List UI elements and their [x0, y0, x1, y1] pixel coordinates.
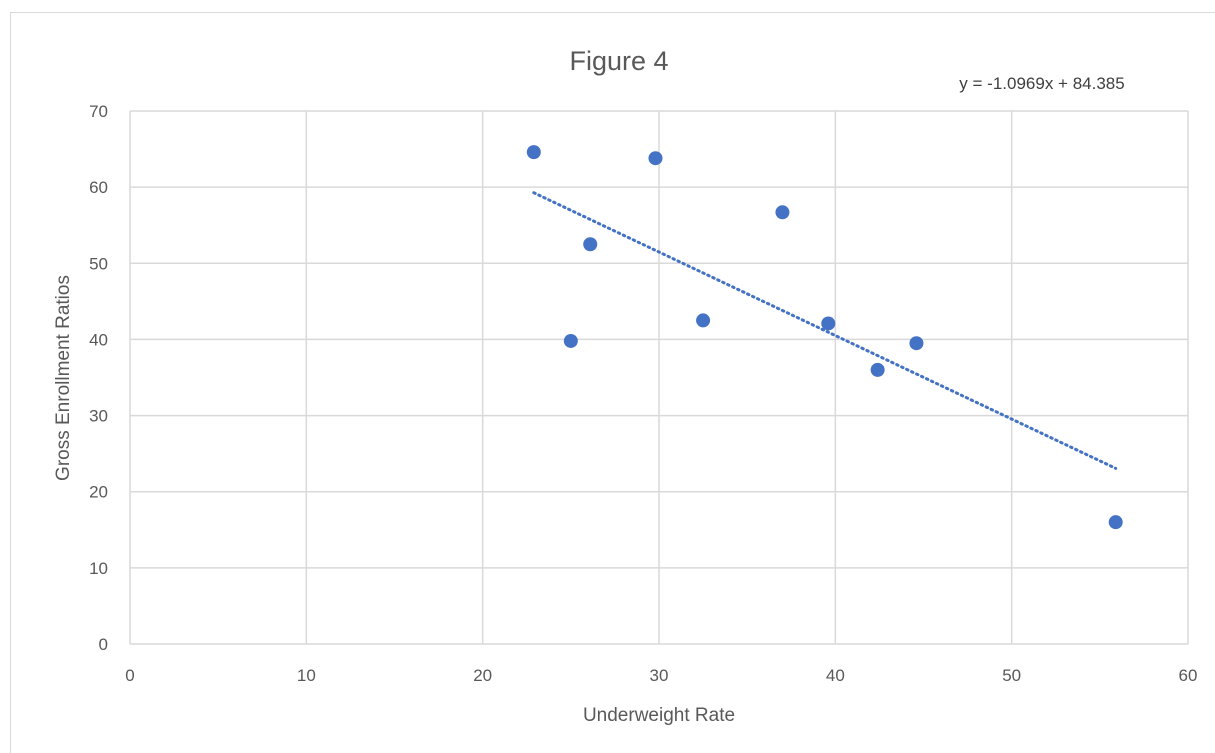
scatter-point [526, 145, 541, 160]
x-tick-label: 10 [297, 666, 316, 685]
scatter-point [583, 237, 598, 252]
scatter-point [648, 151, 663, 166]
x-axis-title: Underweight Rate [583, 705, 735, 726]
tick-labels: 0 10 20 30 40 50 60 70 0 10 20 30 40 50 60 [89, 102, 1197, 685]
scatter-point [909, 336, 924, 351]
y-axis-title: Gross Enrollment Ratios [53, 275, 74, 481]
x-tick-label: 40 [826, 666, 845, 685]
linear-trendline [532, 191, 1118, 470]
x-tick-label: 50 [1002, 666, 1021, 685]
scatter-point [1108, 515, 1123, 530]
trendline-layer [532, 191, 1118, 470]
data-points [526, 145, 1123, 530]
chart-title: Figure 4 [569, 46, 668, 76]
x-tick-label: 0 [125, 666, 134, 685]
trendline-equation: y = -1.0969x + 84.385 [959, 74, 1124, 93]
y-tick-label: 50 [89, 254, 108, 273]
y-tick-label: 0 [99, 635, 108, 654]
y-tick-label: 20 [89, 483, 108, 502]
chart-frame [10, 12, 1215, 753]
x-tick-label: 30 [650, 666, 669, 685]
scatter-point [775, 205, 790, 220]
gridlines [129, 110, 1189, 645]
y-tick-label: 70 [89, 102, 108, 121]
x-tick-label: 20 [473, 666, 492, 685]
y-tick-label: 30 [89, 407, 108, 426]
scatter-point [563, 333, 578, 348]
x-tick-label: 60 [1179, 666, 1198, 685]
scatter-point [821, 316, 836, 331]
scatter-point [696, 313, 711, 328]
scatter-point [870, 362, 885, 377]
y-tick-label: 60 [89, 178, 108, 197]
y-tick-label: 10 [89, 559, 108, 578]
y-tick-label: 40 [89, 330, 108, 349]
